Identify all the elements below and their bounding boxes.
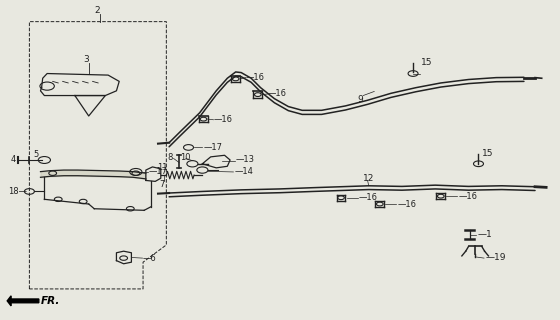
Text: —17: —17 [203,143,222,152]
Text: 7: 7 [159,180,165,189]
Text: 5: 5 [34,150,39,159]
Text: 15: 15 [421,58,432,67]
Text: FR.: FR. [40,296,60,306]
Text: 2: 2 [94,6,100,15]
Text: —17: —17 [148,167,167,176]
Text: —16: —16 [398,200,417,209]
Text: —16: —16 [359,193,378,202]
Text: —16: —16 [213,115,232,124]
Text: 4: 4 [11,155,16,164]
Text: 8: 8 [167,153,172,162]
Polygon shape [7,296,39,306]
Text: —14: —14 [235,167,254,176]
Text: 15: 15 [482,149,493,158]
Text: —16: —16 [246,73,265,82]
Text: —16: —16 [268,90,287,99]
Text: —13: —13 [236,156,255,164]
Text: —19: —19 [485,253,506,262]
Text: 10: 10 [180,153,191,162]
Text: 3: 3 [83,55,89,64]
Text: —16: —16 [459,192,478,201]
Text: 12: 12 [363,174,375,183]
Text: 11: 11 [157,164,167,172]
Text: 9: 9 [358,95,363,104]
Text: —1: —1 [477,230,492,239]
Text: 18—: 18— [8,187,27,196]
Text: —6: —6 [143,254,157,263]
